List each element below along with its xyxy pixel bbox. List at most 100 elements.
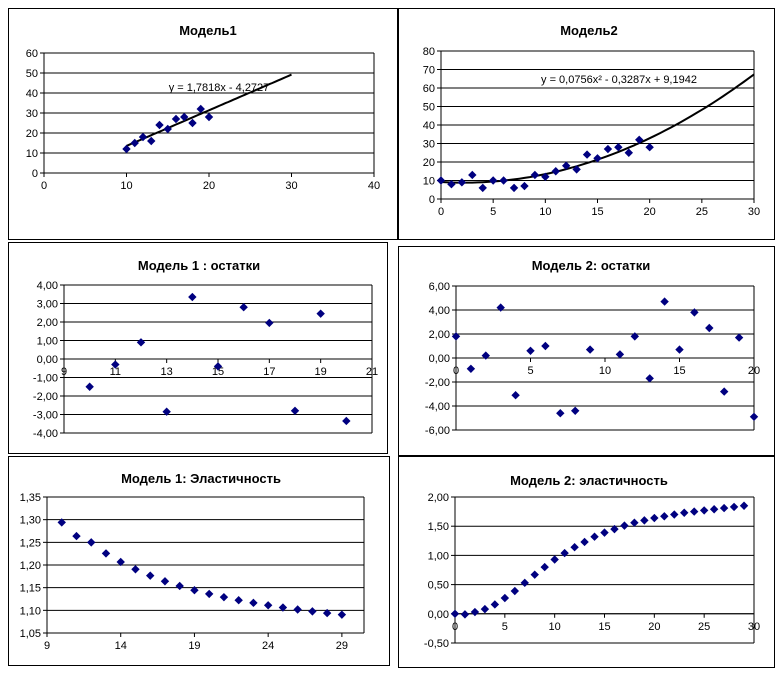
data-point xyxy=(290,406,300,416)
chart-panel-model1-elasticity: Модель 1: Эластичность 1,05 1,10 1,15 1,20 1,… xyxy=(8,456,390,666)
data-point xyxy=(541,341,550,351)
y-tick-label: -0,50 xyxy=(424,638,449,650)
data-point xyxy=(188,118,197,128)
x-tick-label: 20 xyxy=(203,180,215,192)
data-point xyxy=(451,332,461,341)
data-point xyxy=(322,608,332,618)
data-point xyxy=(111,360,120,369)
y-tick-label: 0,00 xyxy=(429,353,450,365)
x-tick-label: 30 xyxy=(285,180,297,192)
data-point xyxy=(85,382,94,391)
data-point xyxy=(645,142,654,152)
data-point xyxy=(72,531,81,541)
y-tick-label: 1,15 xyxy=(20,583,41,595)
y-tick-label: 2,00 xyxy=(37,317,58,329)
y-tick-label: 1,20 xyxy=(20,560,41,572)
y-tick-label: -2,00 xyxy=(33,391,58,403)
data-point xyxy=(510,586,520,596)
data-point xyxy=(645,374,654,383)
data-point xyxy=(610,524,619,534)
data-point xyxy=(556,408,565,418)
data-point xyxy=(213,362,223,371)
data-point xyxy=(580,537,589,547)
data-point xyxy=(582,150,592,159)
data-point xyxy=(680,508,689,517)
data-point xyxy=(614,142,623,152)
y-tick-label: 2,00 xyxy=(428,492,449,504)
data-point xyxy=(520,181,529,191)
x-tick-label: 5 xyxy=(490,206,496,218)
data-point xyxy=(131,565,140,574)
trendline xyxy=(126,73,292,147)
x-tick-label: 11 xyxy=(110,366,121,378)
y-tick-label: 1,00 xyxy=(428,550,449,562)
chart-panel-model2-elasticity: Модель 2: эластичность -0,50 0,00 0,50 1,00 1… xyxy=(398,456,775,668)
x-tick-label: 0 xyxy=(41,180,47,192)
data-point xyxy=(263,601,273,610)
y-tick-label: 2,00 xyxy=(429,329,450,341)
data-point xyxy=(146,571,155,580)
y-tick-label: 1,30 xyxy=(20,515,41,527)
y-tick-label: 40 xyxy=(26,88,38,100)
data-point xyxy=(511,390,520,400)
data-point xyxy=(219,592,229,602)
data-point xyxy=(155,120,164,130)
data-point xyxy=(615,350,625,359)
data-point xyxy=(234,596,243,605)
data-point xyxy=(101,549,111,558)
x-tick-label: 5 xyxy=(502,621,508,633)
data-point xyxy=(188,292,197,302)
data-point xyxy=(308,607,317,616)
data-point xyxy=(190,585,199,595)
data-point xyxy=(470,607,480,617)
x-tick-label: 5 xyxy=(527,365,533,377)
data-point xyxy=(171,114,181,124)
x-tick-label: 9 xyxy=(61,366,67,378)
data-point xyxy=(163,124,172,134)
x-tick-label: 15 xyxy=(673,365,685,377)
data-point xyxy=(239,302,248,312)
chart-model1: Модель1 0 10 20 30 40 50 60 0 10 20 30 40 y = 1,7818x… xyxy=(26,23,380,192)
data-point xyxy=(630,518,639,527)
data-point xyxy=(699,506,709,515)
chart-model2-elasticity: Модель 2: эластичность -0,50 0,00 0,50 1,00 1… xyxy=(424,473,760,650)
data-point xyxy=(690,308,699,317)
data-point xyxy=(526,346,535,356)
x-tick-label: 20 xyxy=(748,365,760,377)
data-point xyxy=(650,513,659,523)
x-tick-label: 19 xyxy=(188,640,200,652)
y-tick-label: 20 xyxy=(26,128,38,140)
data-point xyxy=(450,609,460,619)
x-tick-label: 10 xyxy=(120,180,132,192)
y-tick-label: 50 xyxy=(423,102,435,114)
y-tick-label: 3,00 xyxy=(37,299,58,311)
data-point xyxy=(530,570,539,579)
data-point xyxy=(561,161,571,170)
data-point xyxy=(136,338,146,347)
data-point xyxy=(640,516,649,525)
x-tick-label: 9 xyxy=(44,640,50,652)
x-tick-label: 29 xyxy=(336,640,348,652)
chart-model1-elasticity: Модель 1: Эластичность 1,05 1,10 1,15 1,20 1,… xyxy=(20,471,365,652)
y-tick-label: 80 xyxy=(423,46,435,58)
data-point xyxy=(196,104,205,114)
y-tick-label: 4,00 xyxy=(37,280,58,292)
data-point xyxy=(570,406,580,416)
data-point xyxy=(540,562,549,572)
data-point xyxy=(729,502,739,512)
chart-title: Модель 2: эластичность xyxy=(510,473,668,488)
data-point xyxy=(496,303,505,312)
data-point xyxy=(122,144,131,154)
y-tick-label: 4,00 xyxy=(429,305,450,317)
y-tick-label: 0 xyxy=(32,168,38,180)
data-point xyxy=(480,604,490,614)
x-tick-label: 25 xyxy=(698,621,710,633)
y-tick-label: -2,00 xyxy=(425,377,450,389)
x-tick-label: 15 xyxy=(212,366,224,378)
data-point xyxy=(160,577,170,586)
data-point xyxy=(481,351,491,360)
chart-model2: Модель2 0 10 20 30 40 50 60 70 80 0 5 10 15 20 25 30 y = … xyxy=(423,23,760,218)
y-tick-label: 30 xyxy=(26,108,38,120)
data-point xyxy=(265,318,274,328)
data-point xyxy=(175,581,184,591)
